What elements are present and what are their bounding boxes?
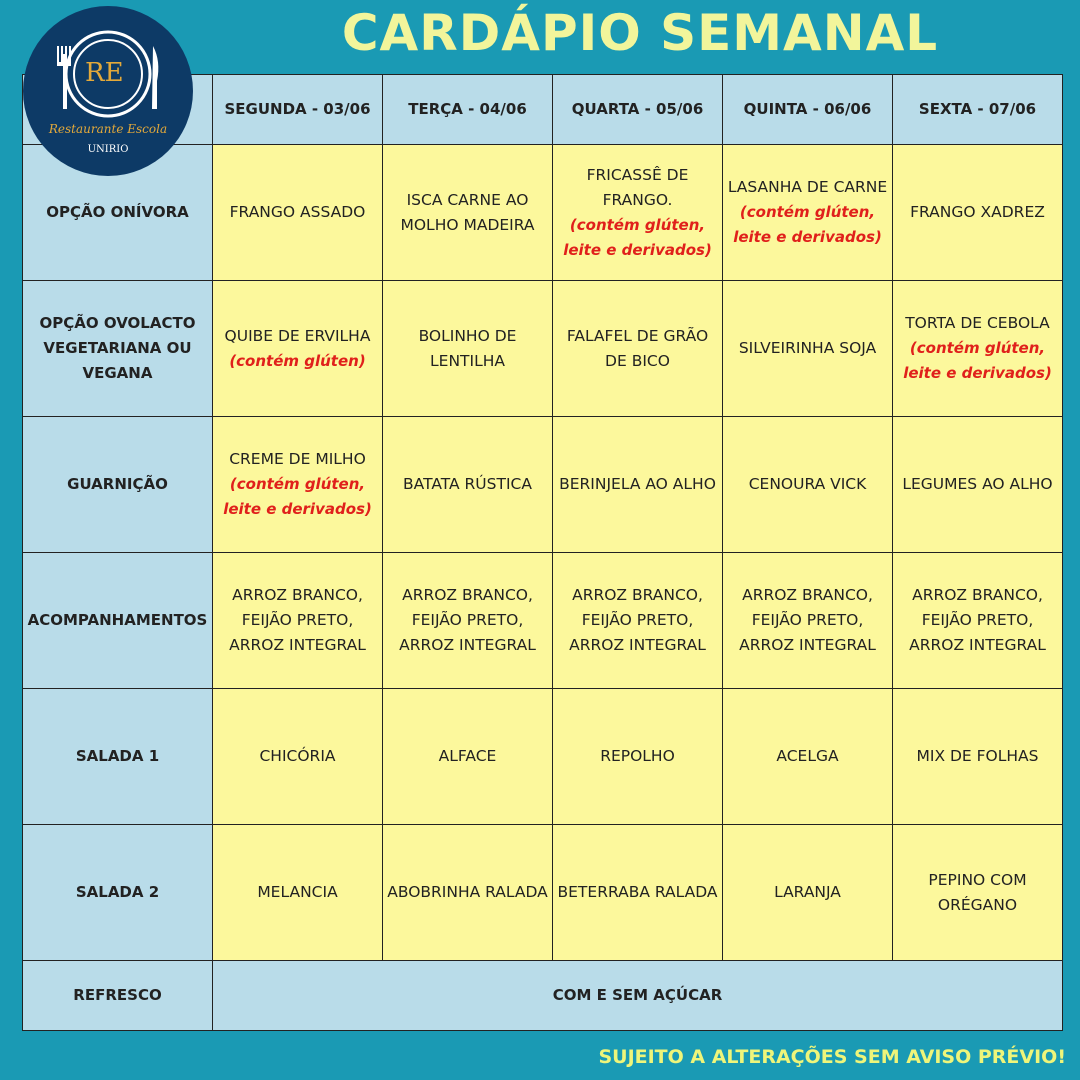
page-title: CARDÁPIO SEMANAL xyxy=(341,4,939,62)
menu-cell: FRANGO XADREZ xyxy=(892,144,1063,281)
dish-name: SILVEIRINHA SOJA xyxy=(738,339,877,357)
refresco-row: REFRESCO COM E SEM AÇÚCAR xyxy=(22,960,1063,1031)
menu-cell: BOLINHO DE LENTILHA xyxy=(382,280,553,417)
dish-name: CREME DE MILHO xyxy=(229,450,366,468)
menu-cell: ARROZ BRANCO, FEIJÃO PRETO, ARROZ INTEGR… xyxy=(382,552,553,689)
menu-cell: LEGUMES AO ALHO xyxy=(892,416,1063,553)
menu-cell: FALAFEL DE GRÃO DE BICO xyxy=(552,280,723,417)
dish-name: CHICÓRIA xyxy=(259,747,336,765)
menu-cell: REPOLHO xyxy=(552,688,723,825)
disclaimer: SUJEITO A ALTERAÇÕES SEM AVISO PRÉVIO! xyxy=(598,1046,1066,1068)
menu-cell: FRANGO ASSADO xyxy=(212,144,383,281)
row-label: REFRESCO xyxy=(22,960,213,1031)
menu-cell: ARROZ BRANCO, FEIJÃO PRETO, ARROZ INTEGR… xyxy=(892,552,1063,689)
menu-cell: QUIBE DE ERVILHA (contém glúten) xyxy=(212,280,383,417)
refresco-value: COM E SEM AÇÚCAR xyxy=(212,960,1063,1031)
menu-cell: ARROZ BRANCO, FEIJÃO PRETO, ARROZ INTEGR… xyxy=(722,552,893,689)
menu-table: SEGUNDA - 03/06 TERÇA - 04/06 QUARTA - 05/… xyxy=(22,74,1063,1031)
dish-name: ALFACE xyxy=(438,747,497,765)
dish-name: ARROZ BRANCO, FEIJÃO PRETO, ARROZ INTEGR… xyxy=(229,586,366,654)
row-label: SALADA 1 xyxy=(22,688,213,825)
dish-name: MELANCIA xyxy=(257,883,338,901)
dish-name: REPOLHO xyxy=(600,747,675,765)
menu-cell: LARANJA xyxy=(722,824,893,961)
table-row: SALADA 1 CHICÓRIA ALFACE REPOLHO ACELGA MIX D… xyxy=(22,688,1063,825)
menu-cell: PEPINO COM ORÉGANO xyxy=(892,824,1063,961)
day-header: TERÇA - 04/06 xyxy=(382,74,553,145)
row-label: OPÇÃO OVOLACTO VEGETARIANA OU VEGANA xyxy=(22,280,213,417)
menu-cell: BATATA RÚSTICA xyxy=(382,416,553,553)
dish-name: TORTA DE CEBOLA xyxy=(905,314,1050,332)
dish-name: ARROZ BRANCO, FEIJÃO PRETO, ARROZ INTEGR… xyxy=(739,586,876,654)
dish-name: LASANHA DE CARNE xyxy=(727,178,888,196)
logo-name: Restaurante Escola xyxy=(48,122,168,136)
dish-name: PEPINO COM ORÉGANO xyxy=(928,870,1027,914)
dish-name: ARROZ BRANCO, FEIJÃO PRETO, ARROZ INTEGR… xyxy=(399,586,536,654)
dish-name: BERINJELA AO ALHO xyxy=(559,475,716,493)
allergen-note: (contém glúten, leite e derivados) xyxy=(223,475,372,518)
menu-cell: ABOBRINHA RALADA xyxy=(382,824,553,961)
menu-cell: CENOURA VICK xyxy=(722,416,893,553)
dish-name: BOLINHO DE LENTILHA xyxy=(418,326,517,370)
menu-cell: ALFACE xyxy=(382,688,553,825)
row-label: GUARNIÇÃO xyxy=(22,416,213,553)
dish-name: ARROZ BRANCO, FEIJÃO PRETO, ARROZ INTEGR… xyxy=(569,586,706,654)
dish-name: FRANGO XADREZ xyxy=(910,203,1045,221)
allergen-note: (contém glúten, leite e derivados) xyxy=(733,203,882,246)
dish-name: FRANGO ASSADO xyxy=(229,203,366,221)
menu-cell: MIX DE FOLHAS xyxy=(892,688,1063,825)
menu-cell: MELANCIA xyxy=(212,824,383,961)
menu-cell: CREME DE MILHO (contém glúten, leite e de… xyxy=(212,416,383,553)
dish-name: FRICASSÊ DE FRANGO. xyxy=(586,165,689,209)
logo-initials: RE xyxy=(85,58,124,88)
allergen-note: (contém glúten, leite e derivados) xyxy=(903,339,1052,382)
day-header: SEGUNDA - 03/06 xyxy=(212,74,383,145)
day-header: QUARTA - 05/06 xyxy=(552,74,723,145)
dish-name: MIX DE FOLHAS xyxy=(916,747,1039,765)
table-row: ACOMPANHAMENTOS ARROZ BRANCO, FEIJÃO PRET… xyxy=(22,552,1063,689)
table-row: GUARNIÇÃO CREME DE MILHO (contém glúten, l… xyxy=(22,416,1063,553)
menu-cell: CHICÓRIA xyxy=(212,688,383,825)
allergen-note: (contém glúten) xyxy=(229,351,366,370)
restaurant-logo: RE Restaurante Escola UNIRIO xyxy=(23,6,193,176)
logo-org: UNIRIO xyxy=(87,144,129,155)
menu-cell: BERINJELA AO ALHO xyxy=(552,416,723,553)
menu-cell: FRICASSÊ DE FRANGO. (contém glúten, leite… xyxy=(552,144,723,281)
plate-cutlery-icon xyxy=(57,30,159,118)
menu-cell: TORTA DE CEBOLA (contém glúten, leite e d… xyxy=(892,280,1063,417)
dish-name: ARROZ BRANCO, FEIJÃO PRETO, ARROZ INTEGR… xyxy=(909,586,1046,654)
dish-name: ACELGA xyxy=(776,747,839,765)
dish-name: QUIBE DE ERVILHA xyxy=(224,326,371,345)
dish-name: BETERRABA RALADA xyxy=(557,883,718,901)
dish-name: ABOBRINHA RALADA xyxy=(387,883,548,901)
table-row: SALADA 2 MELANCIA ABOBRINHA RALADA BETERRAB… xyxy=(22,824,1063,961)
dish-name: FALAFEL DE GRÃO DE BICO xyxy=(566,326,709,370)
table-row: OPÇÃO OVOLACTO VEGETARIANA OU VEGANA QUIB… xyxy=(22,280,1063,417)
dish-name: LARANJA xyxy=(774,883,841,901)
menu-cell: ISCA CARNE AO MOLHO MADEIRA xyxy=(382,144,553,281)
day-header: SEXTA - 07/06 xyxy=(892,74,1063,145)
menu-cell: BETERRABA RALADA xyxy=(552,824,723,961)
menu-cell: ARROZ BRANCO, FEIJÃO PRETO, ARROZ INTEGR… xyxy=(552,552,723,689)
table-row: OPÇÃO ONÍVORA FRANGO ASSADO ISCA CARNE AO … xyxy=(22,144,1063,281)
dish-name: LEGUMES AO ALHO xyxy=(902,475,1053,493)
row-label: ACOMPANHAMENTOS xyxy=(22,552,213,689)
menu-cell: SILVEIRINHA SOJA xyxy=(722,280,893,417)
allergen-note: (contém glúten, leite e derivados) xyxy=(563,215,712,259)
dish-name: ISCA CARNE AO MOLHO MADEIRA xyxy=(400,190,535,234)
menu-cell: ACELGA xyxy=(722,688,893,825)
menu-cell: LASANHA DE CARNE (contém glúten, leite e … xyxy=(722,144,893,281)
row-label: SALADA 2 xyxy=(22,824,213,961)
dish-name: BATATA RÚSTICA xyxy=(403,475,532,493)
day-header: QUINTA - 06/06 xyxy=(722,74,893,145)
dish-name: CENOURA VICK xyxy=(748,475,867,493)
menu-cell: ARROZ BRANCO, FEIJÃO PRETO, ARROZ INTEGR… xyxy=(212,552,383,689)
